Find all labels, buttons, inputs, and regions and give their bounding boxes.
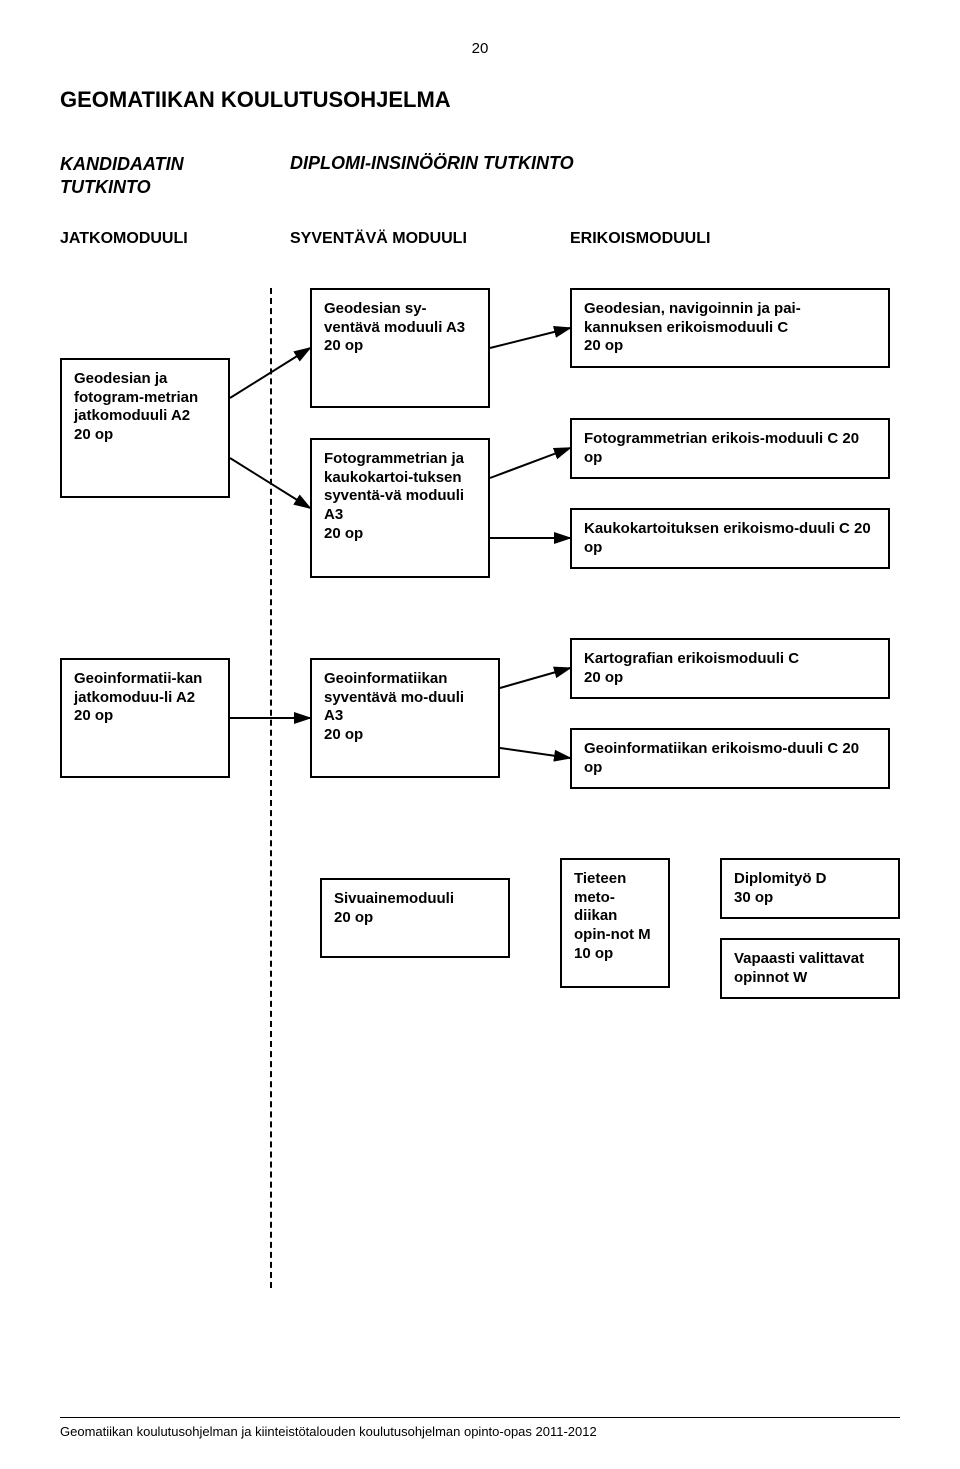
column-headers: JATKOMODUULI SYVENTÄVÄ MODUULI ERIKOISMO…	[60, 230, 900, 248]
subheader-row: KANDIDAATIN TUTKINTO DIPLOMI-INSINÖÖRIN …	[60, 153, 900, 200]
box-a2: Geoinformatii-kan jatkomoduu-li A220 op	[60, 658, 230, 778]
box-c2: Fotogrammetrian erikois-moduuli C 20 op	[570, 418, 890, 480]
footer: Geomatiikan koulutusohjelman ja kiinteis…	[60, 1417, 900, 1439]
box-a1: Geodesian ja fotogram-metrian jatkomoduu…	[60, 358, 230, 498]
subheader-left: KANDIDAATIN TUTKINTO	[60, 153, 250, 200]
box-s3: Diplomityö D30 op	[720, 858, 900, 920]
col-header-2: SYVENTÄVÄ MODUULI	[290, 230, 550, 248]
diagram: Geodesian ja fotogram-metrian jatkomoduu…	[60, 288, 900, 1288]
box-c3: Kaukokartoituksen erikoismo-duuli C 20 o…	[570, 508, 890, 570]
page-title: GEOMATIIKAN KOULUTUSOHJELMA	[60, 87, 900, 113]
col-header-1: JATKOMODUULI	[60, 230, 250, 248]
box-s1: Sivuainemoduuli20 op	[320, 878, 510, 958]
page-number: 20	[60, 40, 900, 57]
box-b2: Fotogrammetrian ja kaukokartoi-tuksen sy…	[310, 438, 490, 578]
box-s4: Vapaasti valittavat opinnot W	[720, 938, 900, 1000]
box-c4: Kartografian erikoismoduuli C20 op	[570, 638, 890, 700]
box-c5: Geoinformatiikan erikoismo-duuli C 20 op	[570, 728, 890, 790]
page: 20 GEOMATIIKAN KOULUTUSOHJELMA KANDIDAAT…	[0, 0, 960, 1469]
box-b1: Geodesian sy-ventävä moduuli A320 op	[310, 288, 490, 408]
box-c1: Geodesian, navigoinnin ja pai-kannuksen …	[570, 288, 890, 368]
dashed-divider	[270, 288, 272, 1288]
subheader-right: DIPLOMI-INSINÖÖRIN TUTKINTO	[290, 153, 574, 174]
col-header-3: ERIKOISMODUULI	[570, 230, 710, 248]
box-b3: Geoinformatiikan syventävä mo-duuli A320…	[310, 658, 500, 778]
box-s2: Tieteen meto-diikan opin-not M10 op	[560, 858, 670, 988]
